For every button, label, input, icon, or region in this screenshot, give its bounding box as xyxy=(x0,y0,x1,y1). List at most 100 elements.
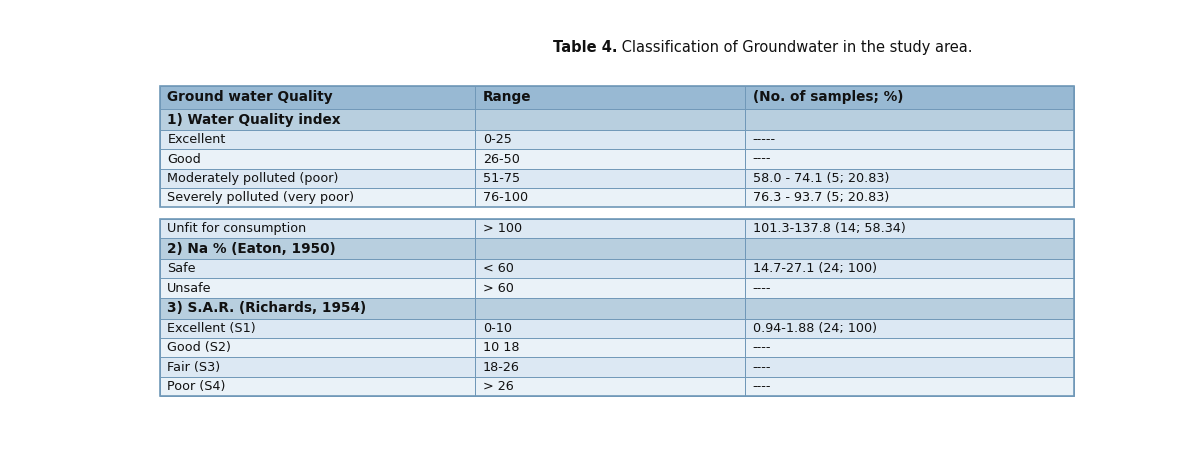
Bar xyxy=(160,109,1074,130)
Bar xyxy=(745,149,1074,169)
Text: Excellent: Excellent xyxy=(167,133,225,146)
Bar xyxy=(160,109,476,130)
Bar xyxy=(160,207,1074,219)
Bar xyxy=(160,169,1074,188)
Text: Unsafe: Unsafe xyxy=(167,282,212,294)
Bar xyxy=(476,169,745,188)
Text: Moderately polluted (poor): Moderately polluted (poor) xyxy=(167,172,338,185)
Bar xyxy=(476,279,745,298)
Bar xyxy=(745,188,1074,207)
Text: > 100: > 100 xyxy=(483,222,521,235)
Bar xyxy=(476,109,745,130)
Bar xyxy=(160,188,476,207)
Bar xyxy=(160,357,1074,377)
Bar xyxy=(160,130,476,149)
Bar xyxy=(160,259,1074,279)
Bar xyxy=(160,298,1074,318)
Bar xyxy=(160,259,476,279)
Bar xyxy=(745,238,1074,259)
Text: ----: ---- xyxy=(752,282,771,294)
Bar xyxy=(745,338,1074,357)
Text: Table 4. Classification of Groundwater in the study area.: Table 4. Classification of Groundwater i… xyxy=(396,11,808,26)
Text: 76.3 - 93.7 (5; 20.83): 76.3 - 93.7 (5; 20.83) xyxy=(752,191,889,204)
Bar xyxy=(745,219,1074,238)
Bar xyxy=(745,377,1074,396)
Bar xyxy=(476,188,745,207)
Bar xyxy=(160,279,476,298)
Text: (No. of samples; %): (No. of samples; %) xyxy=(752,91,903,105)
Text: ----: ---- xyxy=(752,361,771,374)
Text: 14.7-27.1 (24; 100): 14.7-27.1 (24; 100) xyxy=(752,262,877,275)
Bar xyxy=(160,149,1074,169)
Text: 3) S.A.R. (Richards, 1954): 3) S.A.R. (Richards, 1954) xyxy=(167,301,366,315)
Text: 58.0 - 74.1 (5; 20.83): 58.0 - 74.1 (5; 20.83) xyxy=(752,172,889,185)
Text: -----: ----- xyxy=(752,133,775,146)
Text: 0-25: 0-25 xyxy=(483,133,512,146)
Bar xyxy=(476,259,745,279)
Text: 1) Water Quality index: 1) Water Quality index xyxy=(167,112,341,126)
Bar xyxy=(160,298,476,318)
Text: Ground water Quality: Ground water Quality xyxy=(167,91,334,105)
Text: Range: Range xyxy=(483,91,531,105)
Bar xyxy=(160,279,1074,298)
Bar xyxy=(745,318,1074,338)
Bar xyxy=(160,86,476,109)
Text: Table 4.: Table 4. xyxy=(553,40,618,55)
Text: 76-100: 76-100 xyxy=(483,191,527,204)
Text: 26-50: 26-50 xyxy=(483,153,520,165)
Bar xyxy=(476,130,745,149)
Text: 0-10: 0-10 xyxy=(483,322,512,335)
Text: Safe: Safe xyxy=(167,262,196,275)
Bar xyxy=(476,86,745,109)
Bar xyxy=(476,357,745,377)
Bar xyxy=(160,318,476,338)
Bar xyxy=(745,357,1074,377)
Bar xyxy=(745,109,1074,130)
Text: ----: ---- xyxy=(752,341,771,354)
Text: > 60: > 60 xyxy=(483,282,514,294)
Bar xyxy=(160,238,476,259)
Bar xyxy=(476,377,745,396)
Bar xyxy=(476,298,745,318)
Text: 0.94-1.88 (24; 100): 0.94-1.88 (24; 100) xyxy=(752,322,877,335)
Text: Poor (S4): Poor (S4) xyxy=(167,380,225,393)
Text: Classification of Groundwater in the study area.: Classification of Groundwater in the stu… xyxy=(618,40,973,55)
Text: Fair (S3): Fair (S3) xyxy=(167,361,220,374)
Bar xyxy=(160,86,1074,109)
Bar xyxy=(476,238,745,259)
Bar xyxy=(160,86,1074,207)
Bar xyxy=(476,219,745,238)
Bar xyxy=(160,377,476,396)
Text: Unfit for consumption: Unfit for consumption xyxy=(167,222,307,235)
Text: Excellent (S1): Excellent (S1) xyxy=(167,322,256,335)
Text: Good (S2): Good (S2) xyxy=(167,341,231,354)
Bar xyxy=(745,259,1074,279)
Text: < 60: < 60 xyxy=(483,262,514,275)
Text: 18-26: 18-26 xyxy=(483,361,520,374)
Bar xyxy=(476,318,745,338)
Text: ----: ---- xyxy=(752,380,771,393)
Text: ----: ---- xyxy=(752,153,771,165)
Text: 10 18: 10 18 xyxy=(483,341,519,354)
Bar xyxy=(745,86,1074,109)
Bar xyxy=(160,188,1074,207)
Text: > 26: > 26 xyxy=(483,380,514,393)
Bar xyxy=(160,238,1074,259)
Bar xyxy=(745,298,1074,318)
Bar xyxy=(745,130,1074,149)
Bar xyxy=(160,130,1074,149)
Text: 51-75: 51-75 xyxy=(483,172,520,185)
Bar xyxy=(160,357,476,377)
Text: Good: Good xyxy=(167,153,201,165)
Bar xyxy=(160,338,1074,357)
Bar xyxy=(745,169,1074,188)
Bar xyxy=(160,219,1074,238)
Bar xyxy=(160,169,476,188)
Text: 2) Na % (Eaton, 1950): 2) Na % (Eaton, 1950) xyxy=(167,241,336,255)
Bar xyxy=(160,377,1074,396)
Bar xyxy=(160,219,1074,396)
Bar xyxy=(160,318,1074,338)
Bar xyxy=(160,219,476,238)
Text: Severely polluted (very poor): Severely polluted (very poor) xyxy=(167,191,354,204)
Bar xyxy=(160,149,476,169)
